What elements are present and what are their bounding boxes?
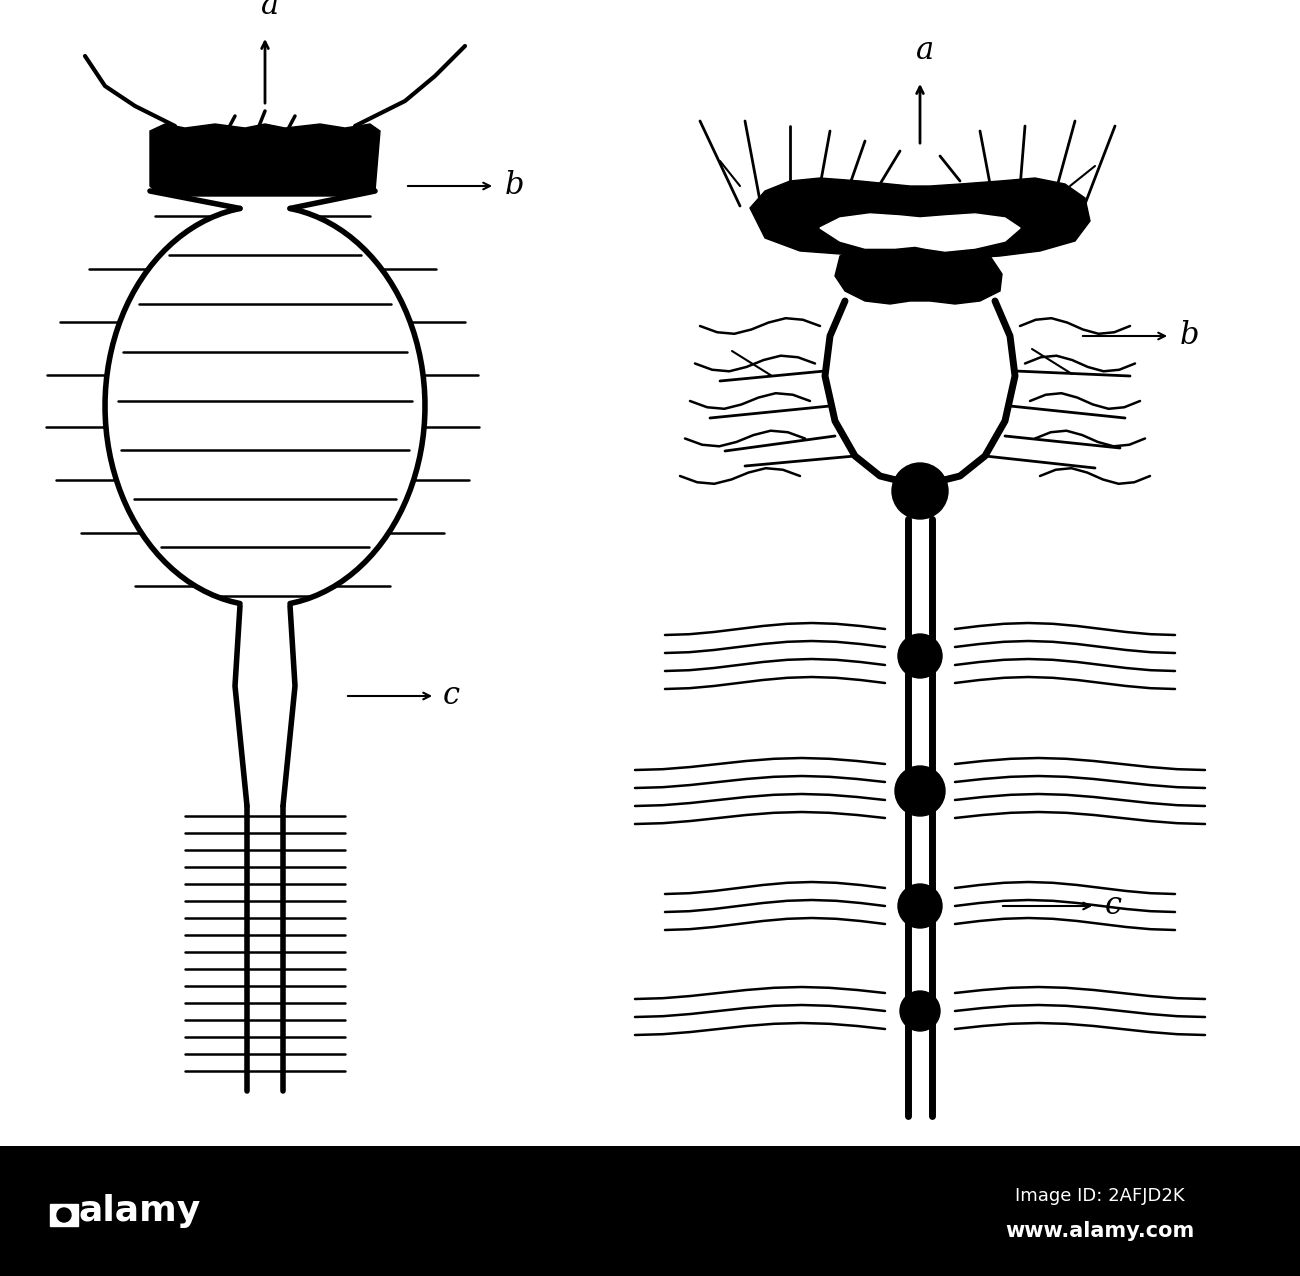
Text: Image ID: 2AFJD2K: Image ID: 2AFJD2K <box>1015 1187 1184 1205</box>
Circle shape <box>57 1208 72 1222</box>
Text: b: b <box>1180 320 1200 351</box>
Circle shape <box>898 884 942 928</box>
Text: c: c <box>443 680 460 712</box>
Text: a: a <box>261 0 280 20</box>
Text: b: b <box>504 171 524 202</box>
Text: alamy: alamy <box>79 1194 202 1228</box>
Text: www.alamy.com: www.alamy.com <box>1005 1221 1195 1242</box>
Bar <box>49 1205 78 1226</box>
Bar <box>0 1146 1300 1276</box>
Text: a: a <box>916 34 935 66</box>
Polygon shape <box>750 177 1089 258</box>
Circle shape <box>892 463 948 519</box>
Polygon shape <box>150 124 380 197</box>
Circle shape <box>894 766 945 815</box>
Circle shape <box>898 634 942 678</box>
Polygon shape <box>835 244 1002 304</box>
Polygon shape <box>820 214 1020 251</box>
Text: c: c <box>1105 891 1122 921</box>
Circle shape <box>900 991 940 1031</box>
